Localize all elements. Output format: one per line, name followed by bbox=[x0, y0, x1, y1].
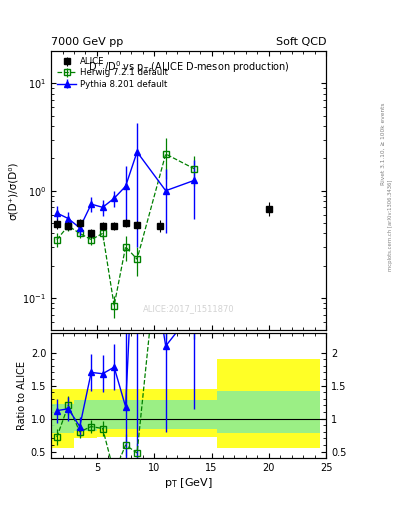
Text: D$^+$/D$^0$ vs p$_\mathrm{T}$ (ALICE D-meson production): D$^+$/D$^0$ vs p$_\mathrm{T}$ (ALICE D-m… bbox=[88, 59, 290, 75]
Text: 7000 GeV pp: 7000 GeV pp bbox=[51, 37, 123, 47]
Text: mcplots.cern.ch [arXiv:1306.3436]: mcplots.cern.ch [arXiv:1306.3436] bbox=[388, 180, 393, 271]
Text: Soft QCD: Soft QCD bbox=[276, 37, 326, 47]
Text: Rivet 3.1.10, ≥ 100k events: Rivet 3.1.10, ≥ 100k events bbox=[381, 102, 386, 185]
Y-axis label: Ratio to ALICE: Ratio to ALICE bbox=[17, 361, 27, 430]
Legend: ALICE, Herwig 7.2.1 default, Pythia 8.201 default: ALICE, Herwig 7.2.1 default, Pythia 8.20… bbox=[55, 55, 169, 90]
X-axis label: p$_\mathrm{T}$ [GeV]: p$_\mathrm{T}$ [GeV] bbox=[164, 476, 213, 490]
Text: ALICE:2017_I1511870: ALICE:2017_I1511870 bbox=[143, 305, 235, 313]
Y-axis label: σ(D⁺)/σ(D⁰): σ(D⁺)/σ(D⁰) bbox=[8, 161, 18, 220]
